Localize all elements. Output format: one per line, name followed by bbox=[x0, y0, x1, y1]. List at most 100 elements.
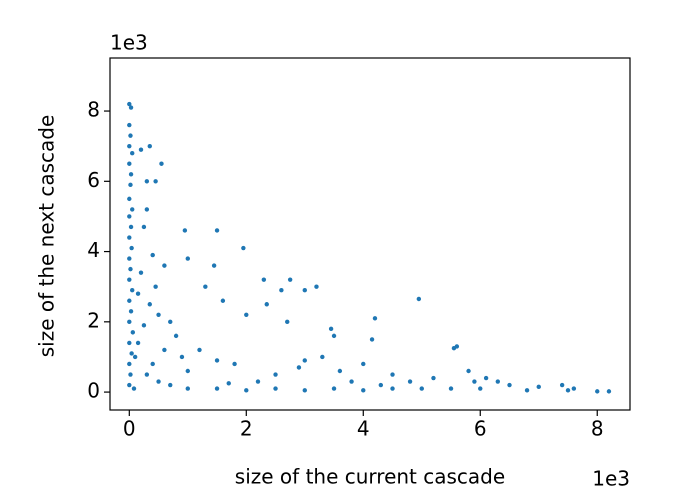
point bbox=[127, 235, 132, 240]
point bbox=[390, 386, 395, 391]
point bbox=[431, 375, 436, 381]
point bbox=[128, 266, 133, 272]
point bbox=[328, 326, 334, 332]
point bbox=[141, 224, 147, 230]
point bbox=[128, 133, 133, 138]
point bbox=[287, 277, 293, 282]
point bbox=[127, 161, 132, 166]
point bbox=[349, 379, 354, 384]
point bbox=[127, 122, 132, 128]
point bbox=[524, 388, 530, 393]
point bbox=[156, 379, 161, 384]
point bbox=[135, 291, 141, 296]
point bbox=[220, 298, 226, 303]
point bbox=[159, 161, 164, 166]
point bbox=[127, 214, 132, 219]
point bbox=[214, 358, 220, 363]
x-axis-label: size of the current cascade bbox=[235, 465, 505, 489]
x-tick-label: 6 bbox=[474, 417, 487, 441]
point bbox=[255, 379, 261, 384]
point bbox=[302, 358, 307, 363]
point bbox=[147, 143, 152, 149]
point bbox=[128, 172, 134, 177]
x-tick-label: 2 bbox=[240, 417, 253, 441]
point bbox=[162, 263, 167, 268]
point bbox=[150, 252, 155, 258]
point bbox=[129, 245, 134, 251]
point bbox=[130, 330, 136, 335]
point bbox=[361, 388, 366, 393]
point bbox=[144, 207, 150, 212]
point bbox=[261, 277, 267, 282]
point bbox=[472, 379, 477, 384]
y-tick-label: 8 bbox=[87, 98, 100, 122]
point bbox=[483, 375, 489, 381]
point bbox=[128, 105, 134, 110]
point bbox=[153, 284, 158, 289]
point bbox=[331, 386, 337, 391]
point bbox=[156, 312, 161, 317]
point bbox=[131, 386, 137, 391]
y-tick-label: 6 bbox=[87, 168, 100, 192]
point bbox=[466, 368, 471, 374]
point bbox=[127, 361, 132, 367]
point bbox=[595, 389, 600, 394]
point bbox=[138, 147, 144, 152]
point bbox=[130, 207, 135, 212]
point bbox=[127, 101, 132, 107]
point bbox=[127, 298, 132, 303]
y-axis-label: size of the next cascade bbox=[35, 115, 59, 358]
point bbox=[565, 388, 571, 393]
point bbox=[127, 340, 132, 346]
point bbox=[331, 333, 337, 339]
point bbox=[378, 382, 384, 388]
point bbox=[419, 386, 424, 391]
point bbox=[232, 361, 237, 367]
point bbox=[127, 256, 132, 261]
point bbox=[495, 379, 501, 384]
point bbox=[185, 368, 190, 374]
point bbox=[168, 319, 173, 325]
point bbox=[128, 372, 133, 377]
point bbox=[127, 319, 132, 325]
point bbox=[451, 345, 457, 351]
point bbox=[390, 372, 395, 377]
y-tick-label: 0 bbox=[87, 379, 100, 403]
point bbox=[559, 382, 565, 388]
point bbox=[132, 354, 138, 360]
point bbox=[536, 384, 541, 390]
point bbox=[606, 389, 612, 394]
point bbox=[241, 245, 246, 251]
x-offset-label: 1e3 bbox=[592, 467, 630, 491]
point bbox=[302, 288, 307, 293]
point bbox=[141, 323, 147, 328]
x-tick-label: 4 bbox=[357, 417, 370, 441]
point bbox=[168, 382, 173, 388]
point bbox=[211, 263, 217, 268]
point bbox=[361, 361, 366, 367]
point bbox=[144, 372, 150, 377]
point bbox=[127, 382, 132, 388]
y-tick-label: 2 bbox=[87, 308, 100, 332]
point bbox=[150, 361, 155, 367]
point bbox=[128, 309, 134, 314]
point bbox=[314, 284, 319, 289]
point bbox=[130, 151, 135, 156]
plot-frame bbox=[109, 57, 631, 411]
point bbox=[214, 228, 220, 233]
x-tick-label: 0 bbox=[123, 417, 136, 441]
point bbox=[448, 386, 454, 391]
point bbox=[302, 388, 307, 393]
point bbox=[571, 386, 577, 391]
point bbox=[182, 228, 188, 233]
point bbox=[273, 386, 278, 391]
point bbox=[407, 379, 413, 384]
point bbox=[507, 382, 512, 388]
point bbox=[478, 386, 483, 391]
point bbox=[153, 179, 158, 184]
point bbox=[130, 288, 135, 293]
point bbox=[320, 354, 325, 360]
point bbox=[129, 351, 134, 356]
y-tick-label: 4 bbox=[87, 238, 100, 262]
